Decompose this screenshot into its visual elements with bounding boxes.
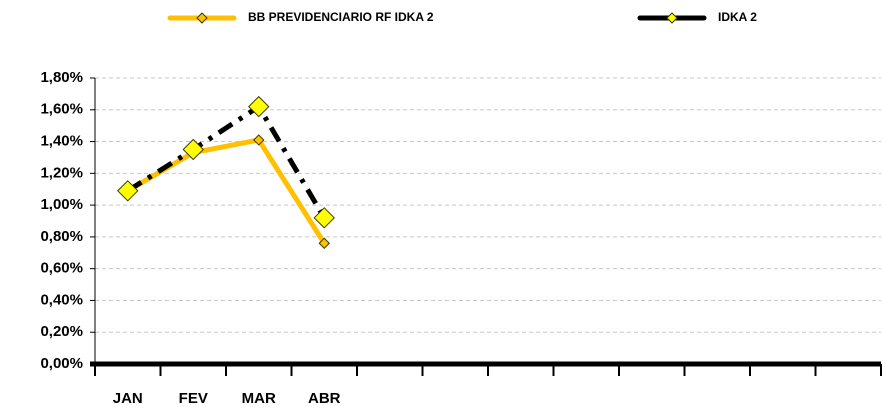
y-tick-label: 0,40% bbox=[40, 291, 83, 308]
marker bbox=[117, 180, 139, 202]
y-tick-label: 0,00% bbox=[40, 355, 83, 372]
marker bbox=[318, 237, 330, 249]
legend-marker bbox=[196, 12, 208, 24]
legend-label: IDKA 2 bbox=[718, 10, 757, 24]
y-tick-label: 1,80% bbox=[40, 69, 83, 86]
y-tick-label: 1,60% bbox=[40, 101, 83, 118]
x-tick-label: MAR bbox=[242, 390, 276, 406]
marker bbox=[182, 138, 204, 161]
y-tick-label: 1,40% bbox=[40, 133, 83, 150]
y-tick-label: 1,00% bbox=[40, 196, 83, 213]
legend: BB PREVIDENCIARIO RF IDKA 2 IDKA 2 bbox=[167, 10, 757, 24]
y-tick-label: 0,80% bbox=[40, 228, 83, 245]
y-tick-label: 0,60% bbox=[40, 260, 83, 277]
series-line bbox=[126, 104, 327, 220]
x-tick-label: ABR bbox=[308, 390, 341, 406]
y-tick-label: 1,20% bbox=[40, 164, 83, 181]
marker bbox=[248, 95, 270, 118]
x-tick-label: FEV bbox=[179, 390, 208, 406]
series-line bbox=[126, 137, 327, 245]
y-tick-label: 0,20% bbox=[40, 323, 83, 340]
marker bbox=[313, 207, 335, 229]
marker bbox=[253, 134, 265, 146]
x-tick-label: JAN bbox=[113, 390, 143, 406]
legend-label: BB PREVIDENCIARIO RF IDKA 2 bbox=[248, 10, 434, 24]
legend-marker bbox=[666, 12, 678, 24]
